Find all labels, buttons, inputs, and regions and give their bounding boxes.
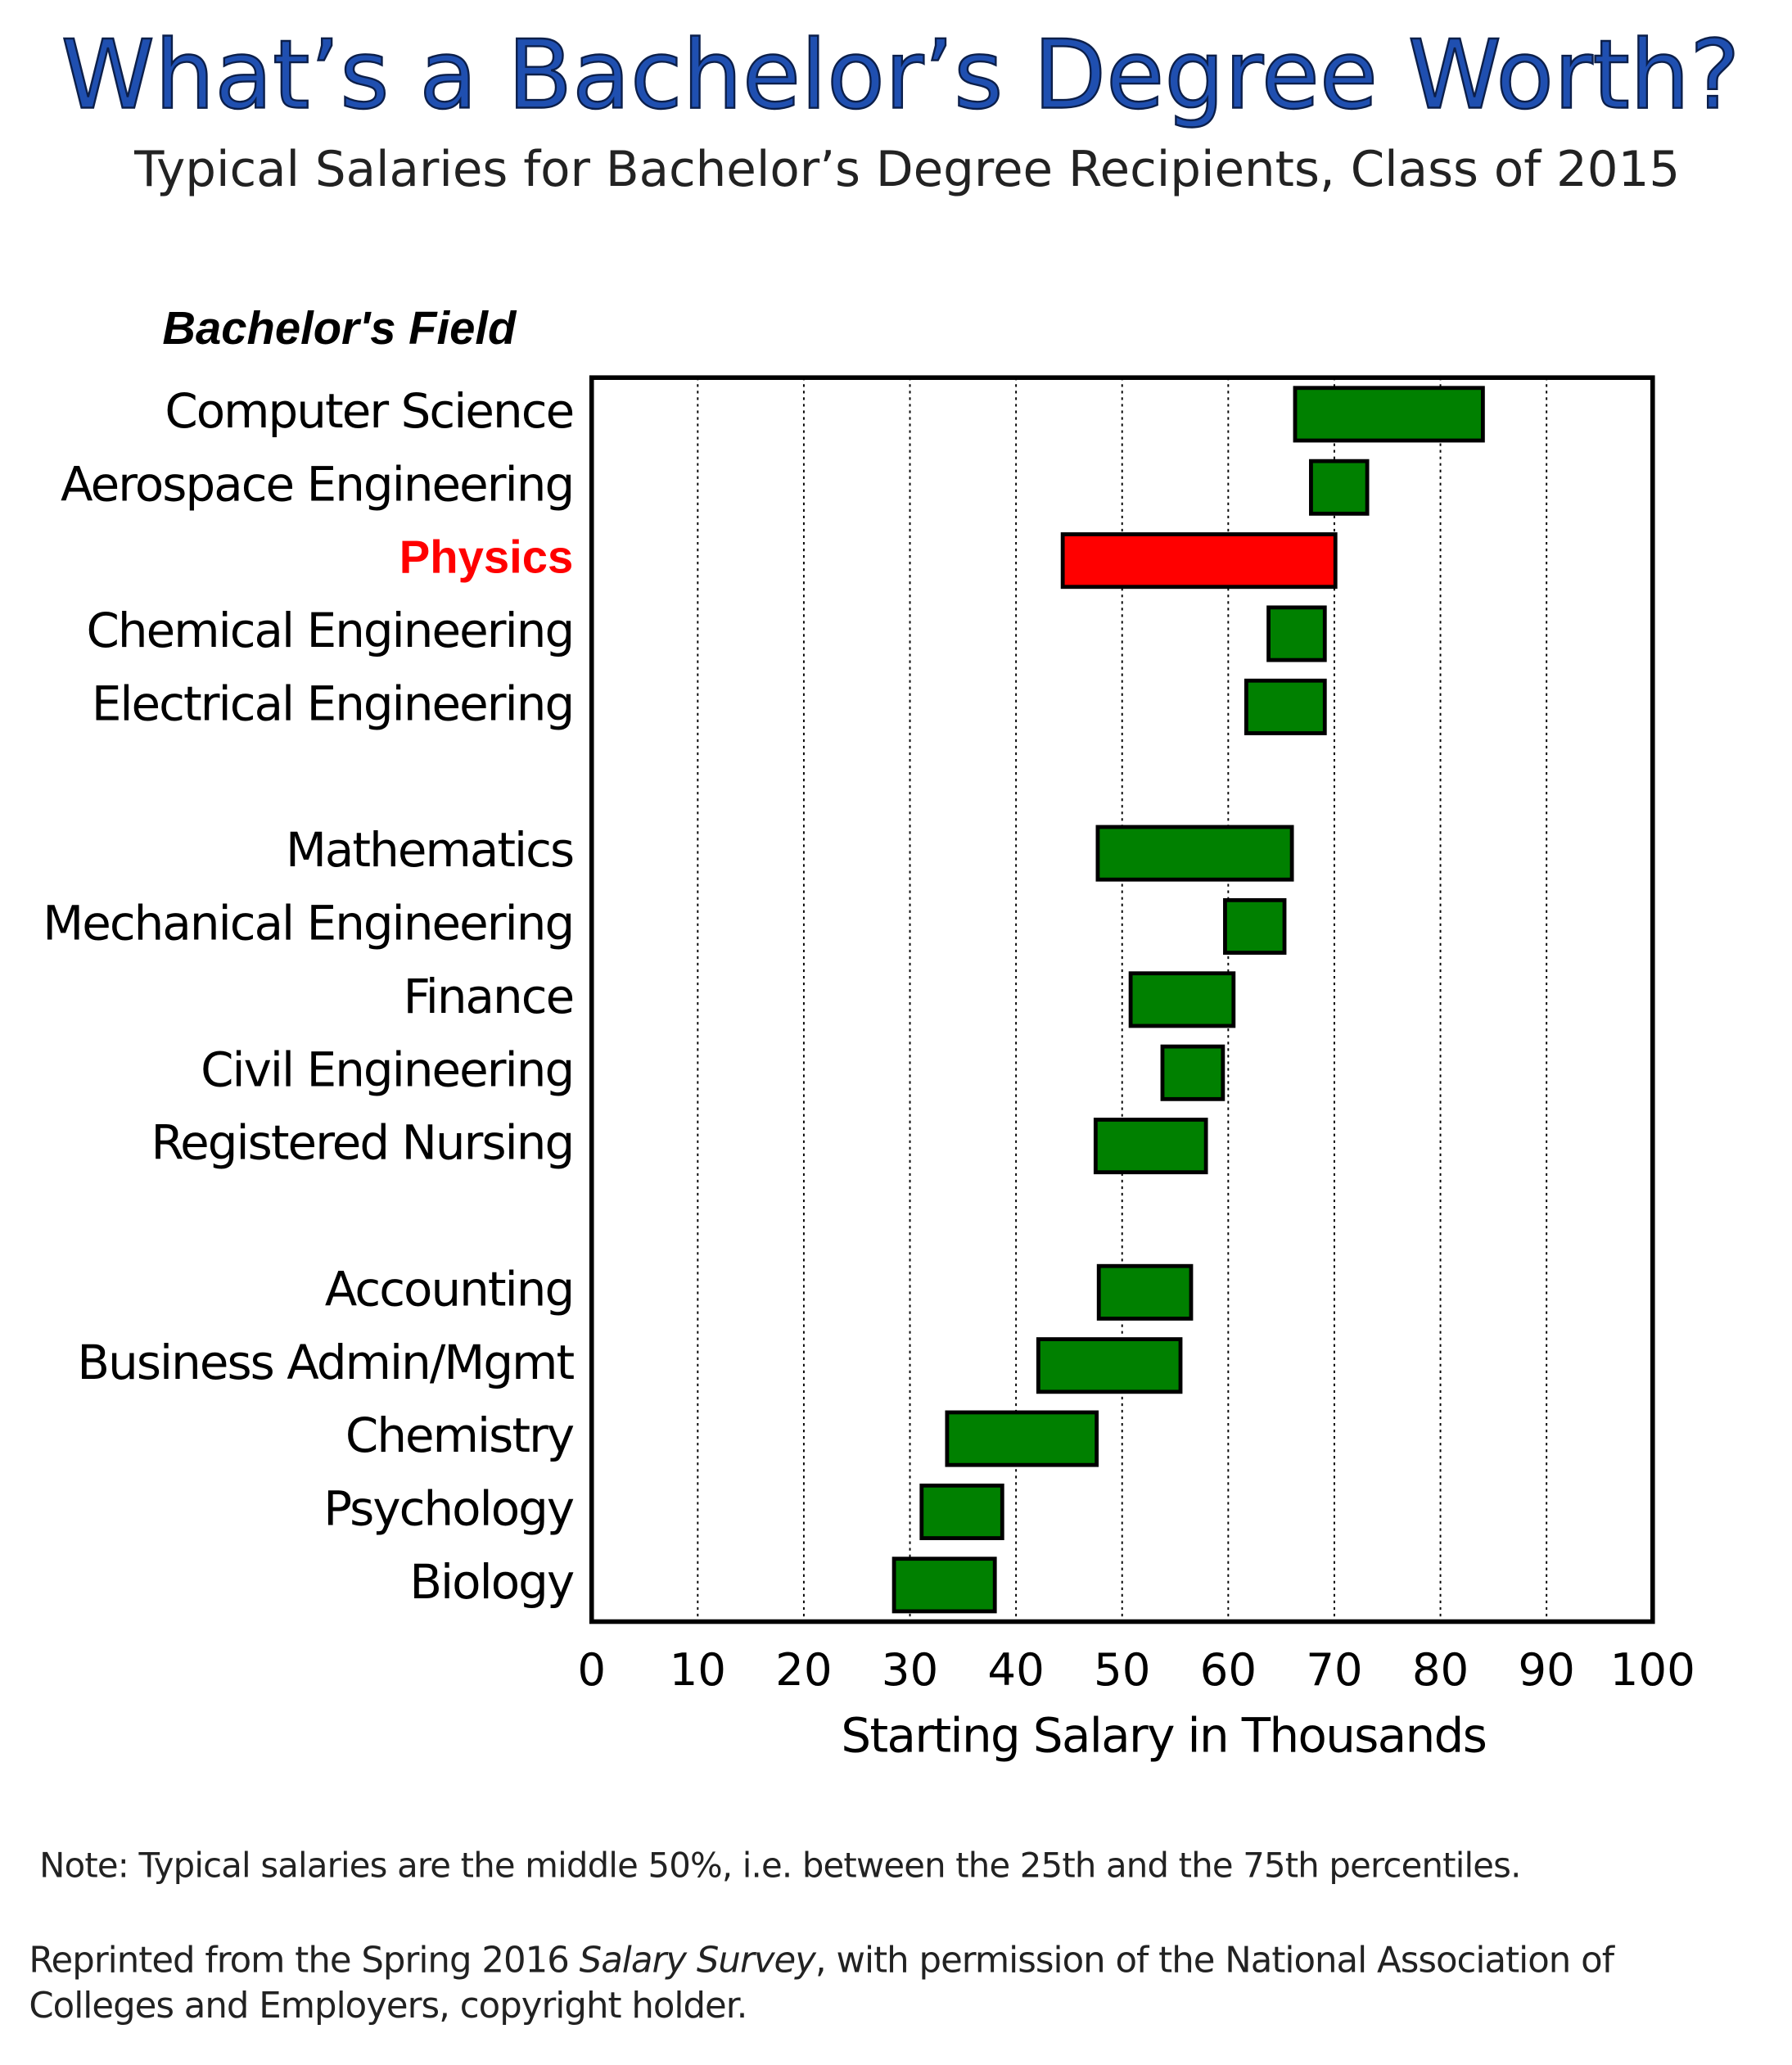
source: Reprinted from the Spring 2016 Salary Su… — [29, 1940, 1615, 1981]
source-text: Reprinted from the Spring 2016 — [29, 1940, 579, 1981]
x-tick-label: 80 — [1412, 1643, 1469, 1696]
y-tick-label: Psychology — [323, 1481, 574, 1537]
x-tick-label: 100 — [1610, 1643, 1695, 1696]
bar — [1266, 605, 1327, 662]
bar — [1223, 897, 1287, 956]
x-tick-label: 40 — [987, 1643, 1044, 1696]
y-tick-label: Accounting — [325, 1261, 573, 1317]
source: Colleges and Employers, copyright holder… — [29, 1986, 747, 2027]
bar — [1093, 1118, 1208, 1175]
plot-frame — [589, 375, 1655, 1624]
source-title: Salary Survey — [580, 1940, 818, 1981]
bar — [919, 1483, 1004, 1540]
x-tick-label: 70 — [1306, 1643, 1362, 1696]
x-tick-label: 0 — [577, 1643, 606, 1696]
y-tick-label: Civil Engineering — [201, 1042, 573, 1097]
y-tick-label: Chemistry — [345, 1408, 574, 1463]
x-axis-title: Starting Salary in Thousands — [841, 1708, 1486, 1764]
y-tick-label: Finance — [404, 969, 574, 1024]
y-tick-label: Mechanical Engineering — [43, 896, 573, 951]
y-tick-label: Business Admin/Mgmt — [77, 1335, 574, 1390]
y-tick-label: Electrical Engineering — [92, 676, 573, 731]
bar — [1293, 386, 1485, 443]
y-tick-label: Mathematics — [286, 822, 573, 878]
x-tick-label: 30 — [882, 1643, 938, 1696]
x-tick-label: 50 — [1094, 1643, 1150, 1696]
bar — [1036, 1337, 1183, 1394]
x-tick-label: 10 — [670, 1643, 726, 1696]
note: Note: Typical salaries are the middle 50… — [39, 1845, 1520, 1885]
bar — [1244, 678, 1327, 735]
bar — [945, 1410, 1099, 1467]
source-text: , with permission of the National Associ… — [815, 1940, 1616, 1981]
y-axis-title: Bachelor's Field — [162, 302, 517, 354]
bar — [1096, 1263, 1194, 1321]
bar — [1060, 532, 1338, 590]
chart-subtitle: Typical Salaries for Bachelor’s Degree R… — [133, 142, 1680, 198]
y-tick-label: Registered Nursing — [151, 1115, 573, 1171]
bar — [1309, 459, 1370, 516]
bar — [891, 1557, 997, 1614]
chart-title: What’s a Bachelor’s Degree Worth? — [61, 21, 1740, 131]
y-tick-label: Biology — [409, 1554, 574, 1610]
y-tick-label: Aerospace Engineering — [61, 456, 573, 512]
x-tick-label: 60 — [1200, 1643, 1257, 1696]
bar — [1160, 1044, 1226, 1101]
y-tick-label: Chemical Engineering — [86, 603, 573, 658]
x-tick-label: 20 — [775, 1643, 832, 1696]
bar — [1128, 971, 1236, 1028]
bar — [1095, 825, 1294, 882]
y-tick-label: Physics — [399, 531, 573, 582]
x-tick-label: 90 — [1518, 1643, 1574, 1696]
y-tick-label: Computer Science — [165, 383, 573, 439]
